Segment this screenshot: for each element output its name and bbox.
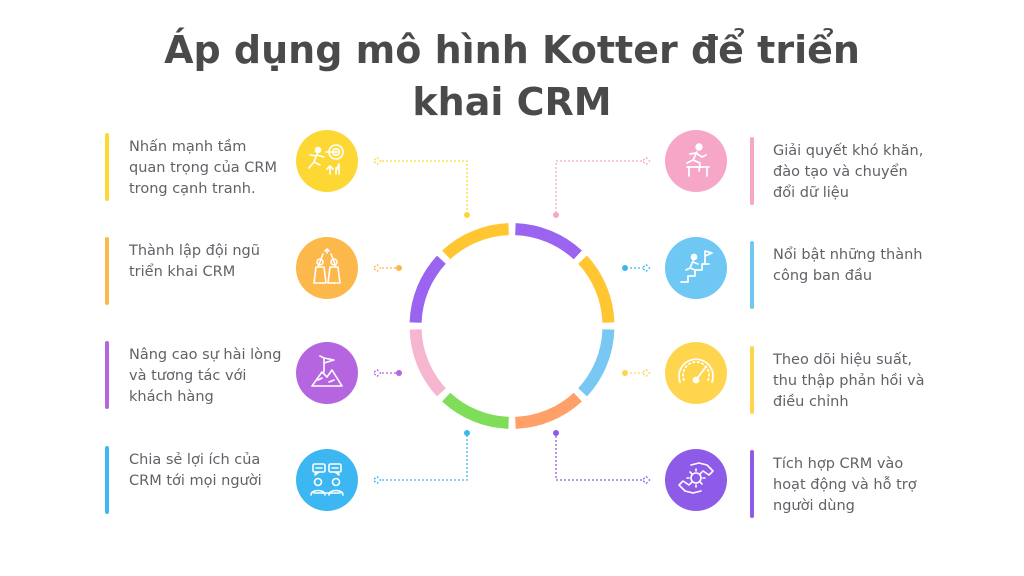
connector-right-1: [553, 156, 651, 218]
ring-segment-1: [515, 223, 582, 260]
mountain-flag-icon: [296, 342, 358, 404]
connector-right-3: [622, 368, 651, 378]
accent-bar-left-1: [105, 133, 109, 201]
ring-segment-3: [578, 329, 615, 397]
connector-left-3: [372, 368, 402, 378]
cycle-ring: [409, 223, 615, 429]
page-title: Áp dụng mô hình Kotter để triển khai CRM: [164, 28, 860, 124]
step-text-right-3: Theo dõi hiệu suất, thu thập phản hồi và…: [773, 352, 925, 410]
connector-left-1: [372, 156, 470, 218]
connector-left-2: [372, 263, 402, 273]
team-highfive-icon: [296, 237, 358, 299]
accent-bar-right-1: [750, 137, 754, 205]
people-chat-icon: [296, 449, 358, 511]
step-text-left-2: Thành lập đội ngũ triển khai CRM: [129, 243, 260, 280]
ring-segment-5: [442, 392, 509, 429]
step-text-right-1: Giải quyết khó khăn, đào tạo và chuyển đ…: [773, 143, 924, 201]
hurdle-runner-icon: [665, 130, 727, 192]
gauge-icon: [665, 342, 727, 404]
connector-right-2: [622, 263, 651, 273]
step-text-right-2: Nổi bật những thành công ban đầu: [773, 247, 923, 284]
accent-bar-left-3: [105, 341, 109, 409]
ring-segment-8: [442, 223, 509, 260]
ring-segment-7: [409, 255, 446, 323]
ring-segment-2: [578, 255, 615, 323]
running-target-icon: [296, 130, 358, 192]
hands-gear-icon: [665, 449, 727, 511]
step-text-left-3: Nâng cao sự hài lòng và tương tác với kh…: [129, 347, 282, 405]
accent-bar-left-2: [105, 237, 109, 305]
accent-bar-left-4: [105, 446, 109, 514]
ring-segment-4: [515, 392, 582, 429]
step-text-left-4: Chia sẻ lợi ích của CRM tới mọi người: [129, 452, 262, 489]
accent-bar-right-4: [750, 450, 754, 518]
ring-segment-6: [409, 329, 446, 397]
step-text-left-1: Nhấn mạnh tầm quan trọng của CRM trong c…: [129, 139, 277, 197]
connector-right-4: [553, 430, 651, 485]
accent-bar-right-3: [750, 346, 754, 414]
connector-left-4: [372, 430, 470, 485]
stairs-flag-icon: [665, 237, 727, 299]
accent-bar-right-2: [750, 241, 754, 309]
step-text-right-4: Tích hợp CRM vào hoạt động và hỗ trợ ngư…: [773, 456, 917, 514]
